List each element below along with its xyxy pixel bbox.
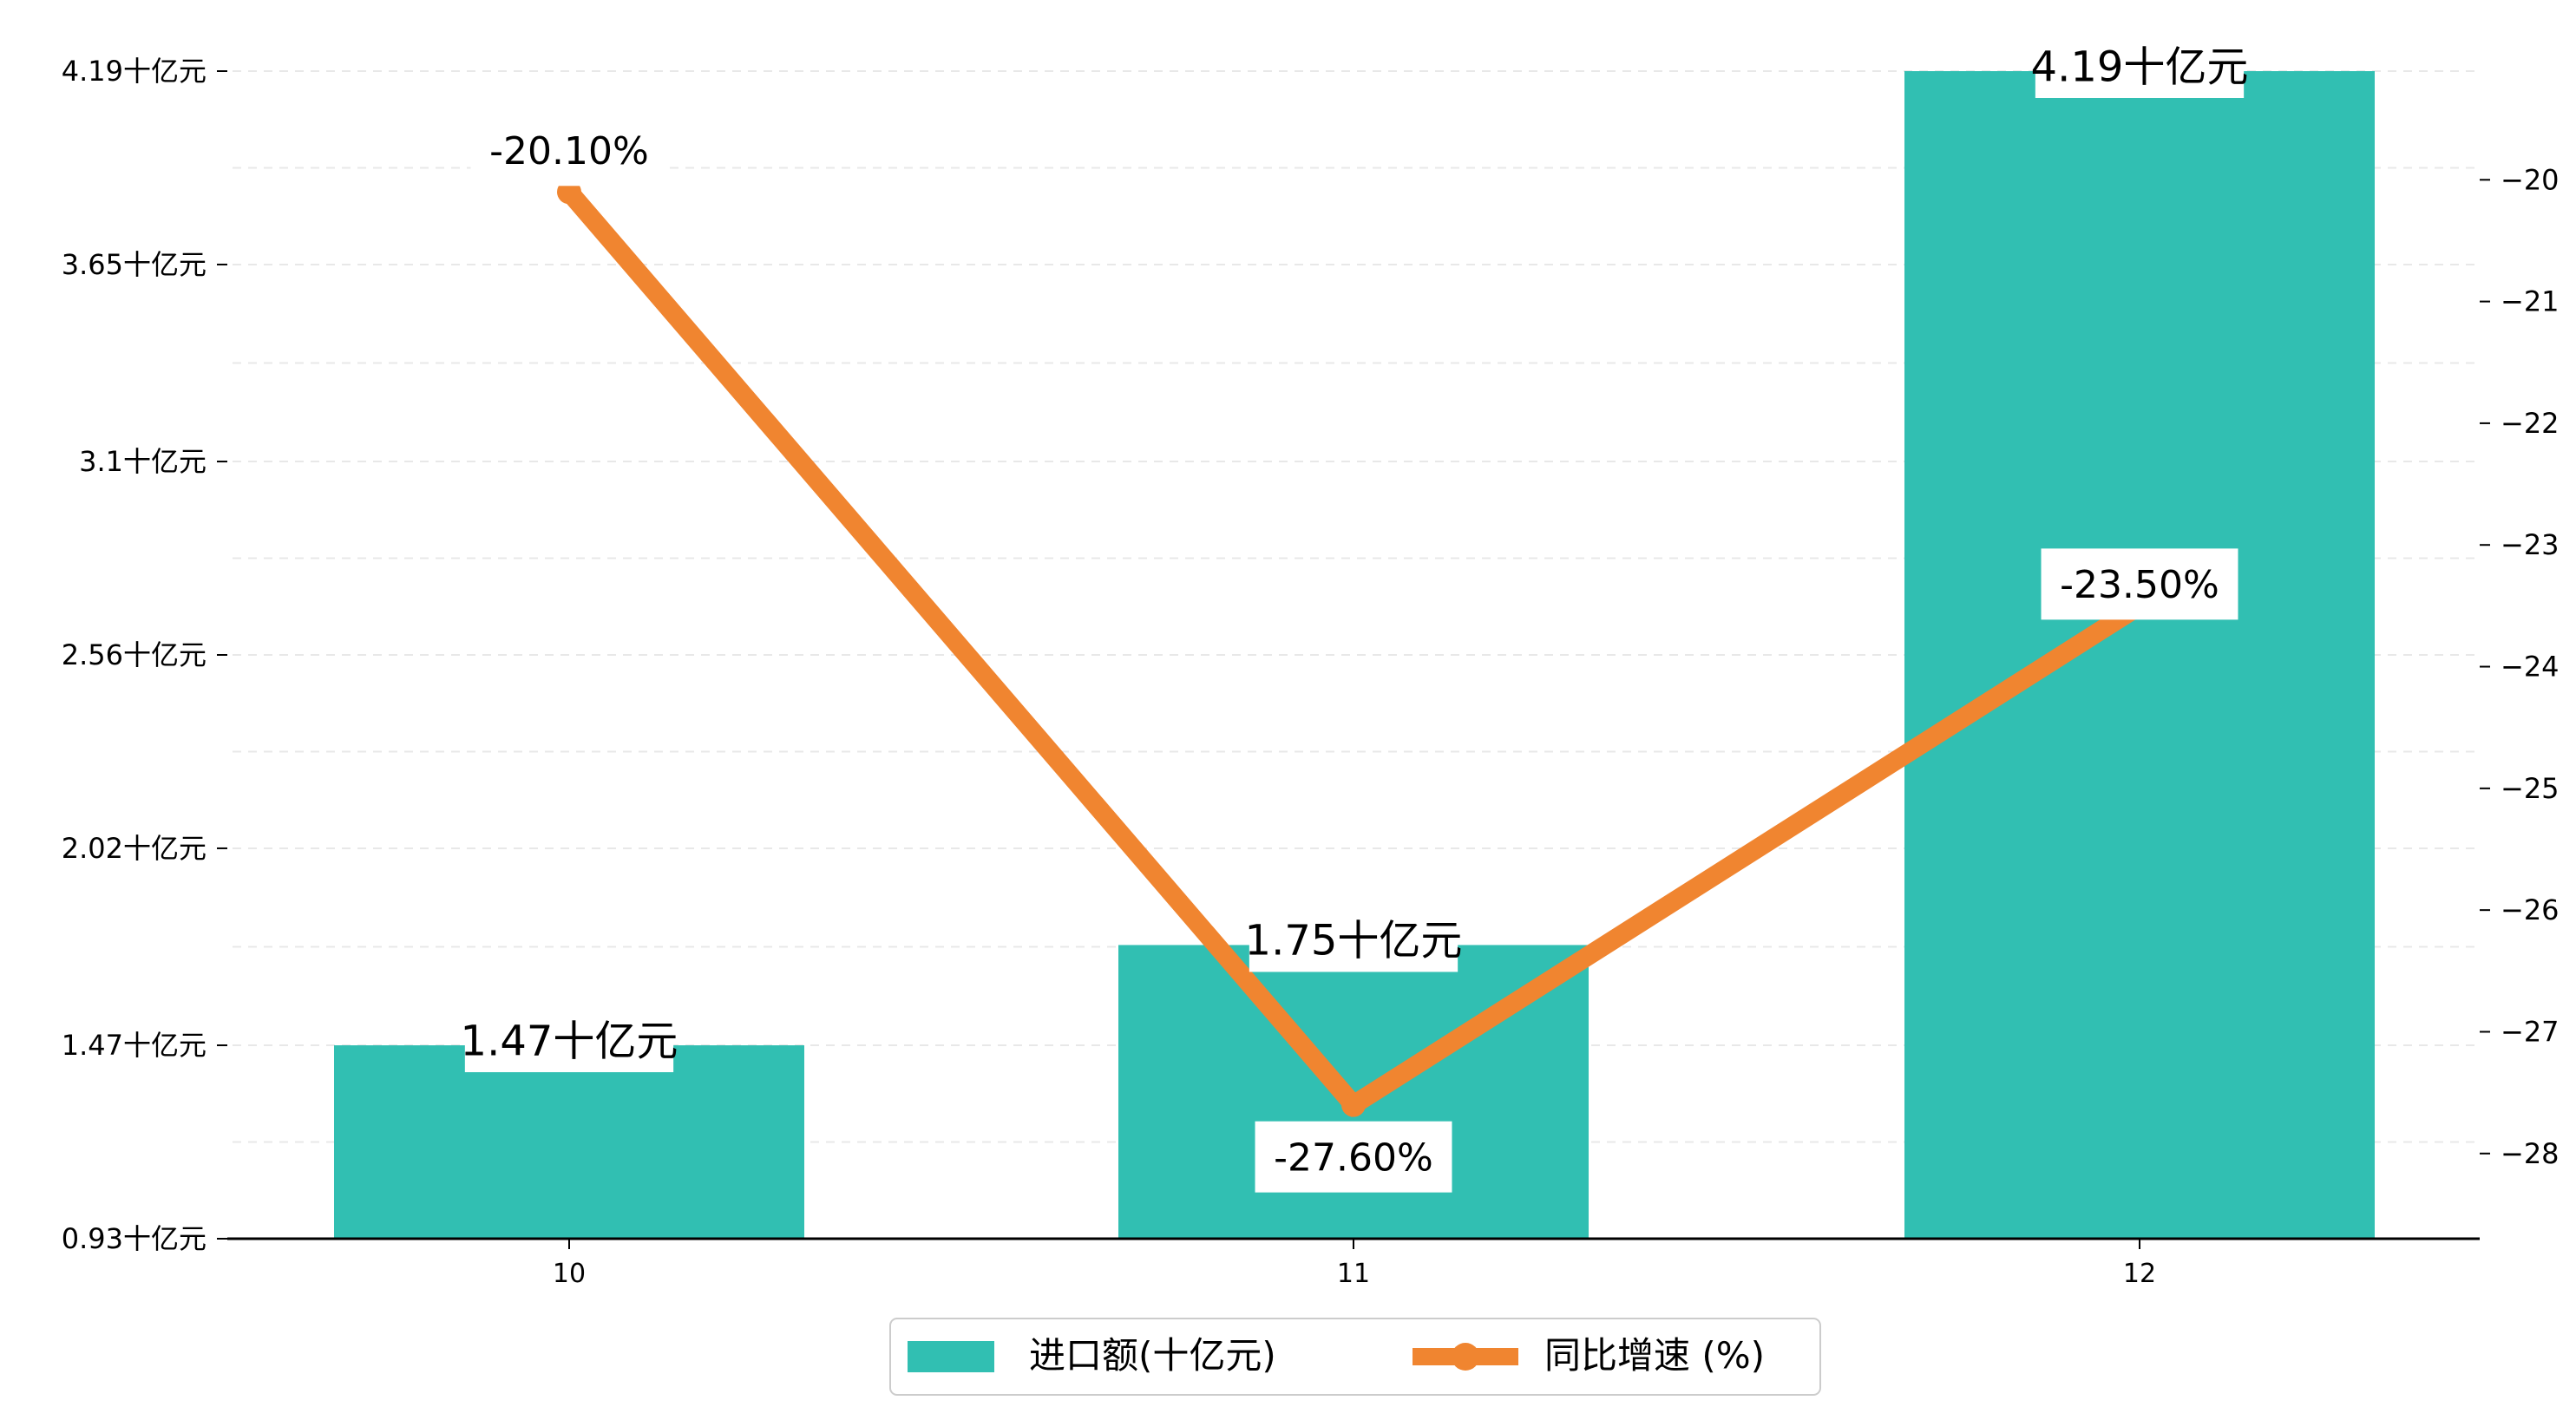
- right-tick-label: −21: [2501, 285, 2560, 318]
- bar-value-label: 1.75十亿元: [1245, 917, 1463, 965]
- left-tick-label: 1.47十亿元: [62, 1029, 206, 1062]
- right-tick-label: −20: [2501, 163, 2560, 196]
- left-tick-label: 2.56十亿元: [62, 638, 206, 671]
- line-value-label-box: [2041, 548, 2238, 620]
- left-tick-label: 3.1十亿元: [79, 445, 206, 478]
- bar: [1904, 71, 2375, 1239]
- bar-value-label-box: [2035, 34, 2245, 98]
- line-value-label: -27.60%: [1274, 1135, 1433, 1180]
- line-value-label: -20.10%: [489, 129, 649, 173]
- x-tick-label: 11: [1337, 1259, 1370, 1289]
- bar-value-label: 1.47十亿元: [461, 1017, 678, 1065]
- legend: 进口额(十亿元) 同比增速 (%): [889, 1318, 1821, 1396]
- right-tick-label: −26: [2501, 893, 2560, 926]
- x-tick-label: 10: [553, 1259, 586, 1289]
- bar-value-label-box: [464, 1008, 674, 1073]
- axes: 10 11 12 0.93十亿元 1.47十亿元 2.02十亿元 2.56十亿元 3.1十亿元…: [62, 55, 2560, 1289]
- bar-value-label-box: [1249, 907, 1458, 972]
- line-value-label: -23.50%: [2060, 563, 2219, 607]
- right-tick-label: −25: [2501, 772, 2560, 805]
- right-tick-label: −24: [2501, 651, 2560, 684]
- legend-label-bar: 进口额(十亿元): [1029, 1334, 1276, 1377]
- right-tick-label: −22: [2501, 407, 2560, 440]
- right-tick-label: −23: [2501, 528, 2560, 561]
- right-tick-label: −28: [2501, 1137, 2560, 1170]
- data-labels: 1.47十亿元 1.75十亿元 4.19十亿元 -20.10% -27.60% -23.5…: [461, 34, 2249, 1193]
- legend-swatch-marker: [1452, 1343, 1479, 1371]
- left-tick-label: 2.02十亿元: [62, 832, 206, 865]
- legend-label-line: 同比增速 (%): [1544, 1334, 1765, 1377]
- growth-point: [1341, 1092, 1366, 1117]
- x-tick-label: 12: [2123, 1259, 2156, 1289]
- left-tick-label: 3.65十亿元: [62, 248, 206, 281]
- line-value-label-box: [1255, 1121, 1452, 1193]
- left-tick-label: 4.19十亿元: [62, 55, 206, 88]
- line-value-label-box: [470, 115, 668, 186]
- legend-box: [889, 1318, 1821, 1396]
- bar-value-label: 4.19十亿元: [2031, 43, 2249, 91]
- right-tick-label: −27: [2501, 1015, 2560, 1048]
- bar: [334, 1045, 804, 1239]
- left-tick-label: 0.93十亿元: [62, 1222, 206, 1255]
- legend-swatch-bar: [908, 1341, 994, 1372]
